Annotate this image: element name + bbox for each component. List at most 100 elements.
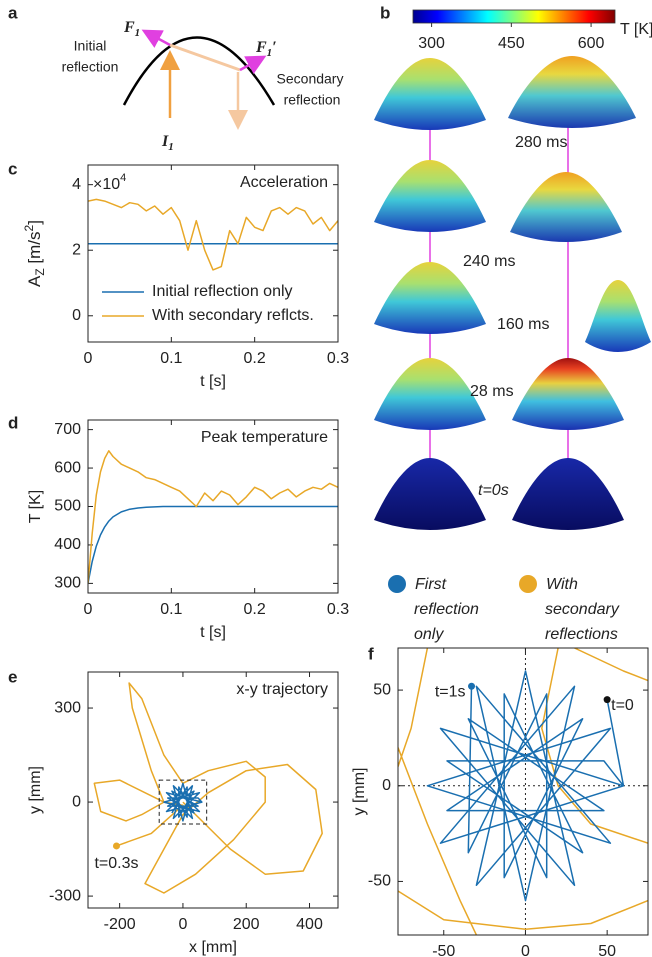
panel-letter: c: [8, 159, 17, 178]
diagram-label: Initial: [74, 38, 107, 54]
diagram-label: reflection: [284, 92, 341, 108]
series-line: [88, 505, 338, 584]
legend-dot: [388, 575, 406, 593]
incident-label: I1: [161, 133, 174, 153]
y-tick-label: 2: [72, 241, 81, 258]
x-tick-label: 0.3: [327, 601, 349, 618]
y-axis-label-part: 2: [22, 224, 36, 231]
diagram-label: Secondary: [277, 71, 344, 87]
colorbar-tick-label: 600: [578, 35, 605, 52]
time-label: 240 ms: [463, 253, 515, 270]
y-tick-label: -50: [368, 873, 391, 890]
series-line: [163, 782, 203, 822]
panel-letter: e: [8, 667, 17, 686]
x-tick-label: 0: [84, 350, 93, 367]
marker-label: t=0.3s: [94, 855, 138, 872]
x-axis-label: x [mm]: [189, 939, 237, 956]
series-line: [88, 450, 338, 584]
time-label: t=0s: [478, 482, 509, 499]
colorbar-tick-label: 450: [498, 35, 525, 52]
x-tick-label: 0.2: [244, 601, 266, 618]
marker: [112, 842, 120, 850]
frame: [87, 164, 339, 343]
frame: [397, 647, 649, 936]
x-tick-label: 0.1: [160, 350, 182, 367]
x-tick-label: 200: [233, 916, 260, 933]
legend-text: With: [546, 576, 578, 593]
y-axis-label: y [mm]: [27, 766, 44, 814]
legend-label: With secondary reflcts.: [152, 307, 314, 324]
y-axis-label: AZ [m/s2]: [22, 220, 47, 287]
time-label: 28 ms: [470, 383, 514, 400]
marker-label: t=0: [611, 697, 634, 714]
force-label: F1: [123, 19, 140, 39]
y-axis-label: T [K]: [27, 490, 44, 524]
x-axis-label: t [s]: [200, 624, 226, 641]
multiplier: ×104: [93, 172, 126, 193]
frame: [87, 419, 339, 594]
legend-text: First: [415, 576, 447, 593]
colorbar: [412, 9, 616, 24]
x-tick-label: 50: [598, 943, 616, 957]
y-tick-label: 0: [72, 307, 81, 324]
surface: [374, 458, 486, 530]
inset-box: [158, 779, 208, 825]
legend: First reflection only With secondary reflecti…: [388, 575, 620, 643]
surface: [508, 56, 636, 128]
y-tick-label: 50: [373, 681, 391, 698]
surface: [585, 280, 651, 352]
surface: [510, 172, 622, 242]
chart-title: x-y trajectory: [236, 681, 328, 698]
multiplier-exp: 4: [120, 172, 126, 184]
series-line: [398, 648, 648, 935]
surface: [374, 58, 486, 130]
y-axis-label: y [mm]: [351, 768, 368, 816]
y-tick-label: 0: [72, 793, 81, 810]
chart-title: Acceleration: [240, 174, 328, 191]
chart: 0 0.1 0.2 0.3 300 400 500 600 700 Peak temperatur…: [27, 419, 349, 641]
legend-text: reflection: [414, 601, 479, 618]
reflected-ray: [169, 43, 241, 72]
plot-area: [398, 648, 648, 935]
surface: [512, 458, 624, 530]
surface: [374, 358, 486, 430]
colorbar-label: T [K]: [620, 21, 652, 38]
chart: -200 0 200 400 -300 0 300 t=0.3s x-y trajectory x…: [27, 671, 339, 956]
x-tick-label: 400: [296, 916, 323, 933]
panel-letter: d: [8, 413, 18, 432]
y-axis-label-part: [m/s: [25, 231, 44, 268]
series-line: [93, 682, 323, 894]
legend-text: reflections: [545, 626, 618, 643]
plot-area: [93, 682, 323, 894]
panel-letter: f: [368, 644, 374, 663]
mirror-curve: [122, 36, 276, 106]
y-tick-label: 700: [54, 421, 81, 438]
surface: [374, 262, 486, 334]
y-tick-label: 300: [54, 699, 81, 716]
x-tick-label: 0.2: [244, 350, 266, 367]
series-line: [88, 198, 338, 271]
legend-label: Initial reflection only: [152, 283, 293, 300]
series-line: [426, 670, 625, 902]
force-arrow: [239, 55, 267, 74]
y-tick-label: 4: [72, 176, 81, 193]
legend-dot: [519, 575, 537, 593]
time-label: 160 ms: [497, 316, 549, 333]
panel-letter: b: [380, 3, 390, 22]
y-tick-label: 0: [382, 777, 391, 794]
y-tick-label: 600: [54, 459, 81, 476]
plot-area: [88, 450, 338, 584]
time-label: 280 ms: [515, 134, 567, 151]
y-tick-label: 300: [54, 575, 81, 592]
chart-title: Peak temperature: [201, 429, 328, 446]
legend-text: secondary: [545, 601, 620, 618]
colorbar-tick-label: 300: [418, 35, 445, 52]
y-axis-label-part: ]: [25, 220, 44, 225]
x-tick-label: 0.1: [160, 601, 182, 618]
marker: [468, 682, 476, 690]
marker-label: t=1s: [435, 683, 466, 700]
